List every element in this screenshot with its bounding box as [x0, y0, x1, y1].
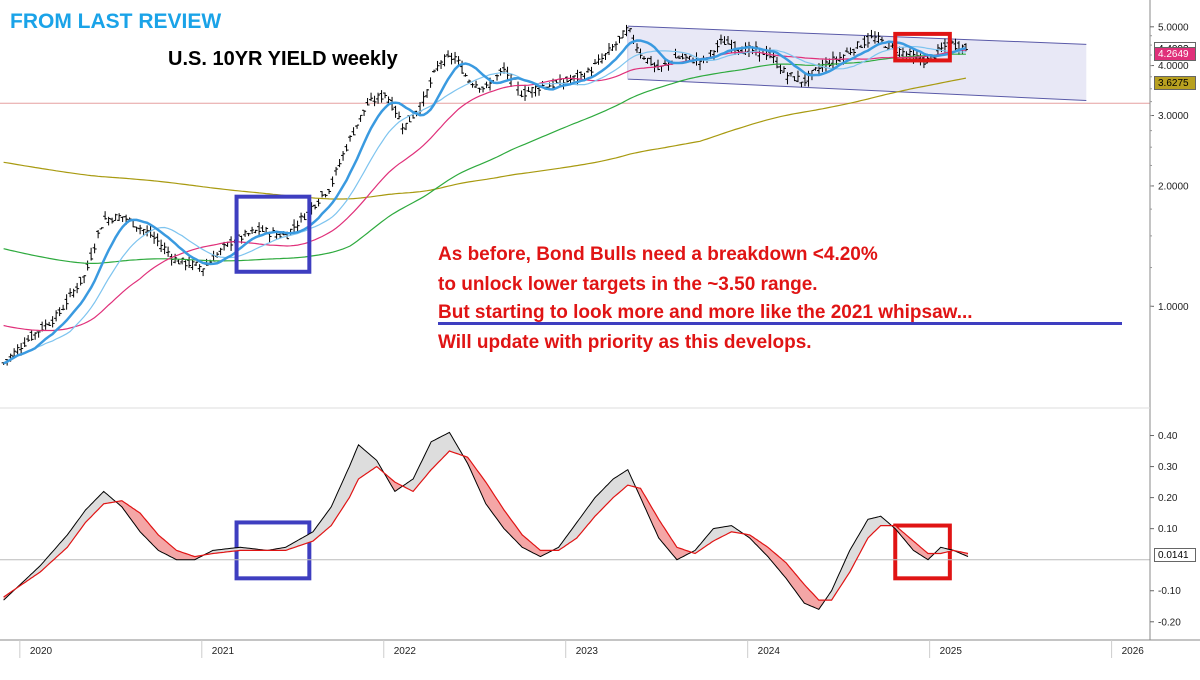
oscillator-fill-up: [404, 432, 464, 492]
price-axis-label: 2.0000: [1158, 181, 1189, 192]
oscillator-black-line: [3, 431, 969, 611]
time-axis-label: 2021: [212, 646, 235, 657]
moving-average-blue: [3, 39, 967, 365]
moving-averages: [3, 39, 967, 365]
oscillator-axis-label: 0.30: [1158, 462, 1178, 473]
price-axis-label: 3.0000: [1158, 111, 1189, 122]
red-highlight-box-oscillator: [893, 523, 952, 581]
annotation-underline: [438, 322, 1122, 325]
annotation-line-2: to unlock lower targets in the ~3.50 ran…: [438, 274, 818, 295]
axes: 1.0000 2.0000 3.0000 4.0000 5.0000 -0.20 -0.10…: [0, 0, 1200, 658]
moving-average-pink: [3, 49, 966, 332]
oscillator-fill-down: [893, 525, 936, 560]
oscillator-fill-up: [935, 547, 956, 554]
time-axis-label: 2025: [940, 646, 963, 657]
price-tag: 3.6275: [1154, 75, 1196, 90]
price-tag: 4.2649: [1154, 47, 1196, 62]
oscillator-tag: 0.0141: [1154, 548, 1196, 563]
time-axis-label: 2020: [30, 646, 53, 657]
oscillator: [0, 431, 1150, 611]
price-channel: [627, 25, 1087, 102]
oscillator-fill-down: [116, 500, 206, 560]
oscillator-fill-down: [464, 456, 554, 557]
chart-title: U.S. 10YR YIELD weekly: [168, 48, 398, 70]
channel-fill: [627, 26, 1087, 101]
oscillator-fill-up: [205, 444, 386, 555]
oscillator-axis-label: 0.10: [1158, 524, 1178, 535]
moving-average-green: [3, 53, 966, 264]
review-label: FROM LAST REVIEW: [10, 10, 222, 33]
time-axis-label: 2024: [758, 646, 781, 657]
channel-bottom-line: [627, 78, 1087, 102]
time-axis-label: 2022: [394, 646, 417, 657]
price-axis-label: 1.0000: [1158, 302, 1189, 313]
annotation-line-1: As before, Bond Bulls need a breakdown <…: [438, 244, 878, 265]
time-axis-label: 2026: [1122, 646, 1145, 657]
moving-average-olive: [3, 77, 967, 200]
channel-top-line: [627, 25, 1087, 45]
oscillator-fill-up: [826, 516, 894, 601]
oscillator-fill-up: [553, 469, 637, 551]
oscillator-axis-label: 0.40: [1158, 431, 1178, 442]
annotation-line-4: Will update with priority as this develo…: [438, 332, 812, 353]
oscillator-axis-label: 0.20: [1158, 493, 1178, 504]
oscillator-red-line: [3, 450, 969, 601]
oscillator-axis-label: -0.10: [1158, 586, 1181, 597]
oscillator-axis-label: -0.20: [1158, 617, 1181, 628]
oscillator-fill-down: [636, 487, 694, 560]
red-highlight-box-price: [893, 31, 952, 63]
blue-highlight-box-price: [234, 194, 312, 274]
price-axis-label: 4.0000: [1158, 61, 1189, 72]
annotation-line-3: But starting to look more and more like …: [438, 302, 973, 323]
time-axis-label: 2023: [576, 646, 599, 657]
price-axis-label: 5.0000: [1158, 22, 1189, 33]
highlight-boxes: [234, 31, 952, 581]
